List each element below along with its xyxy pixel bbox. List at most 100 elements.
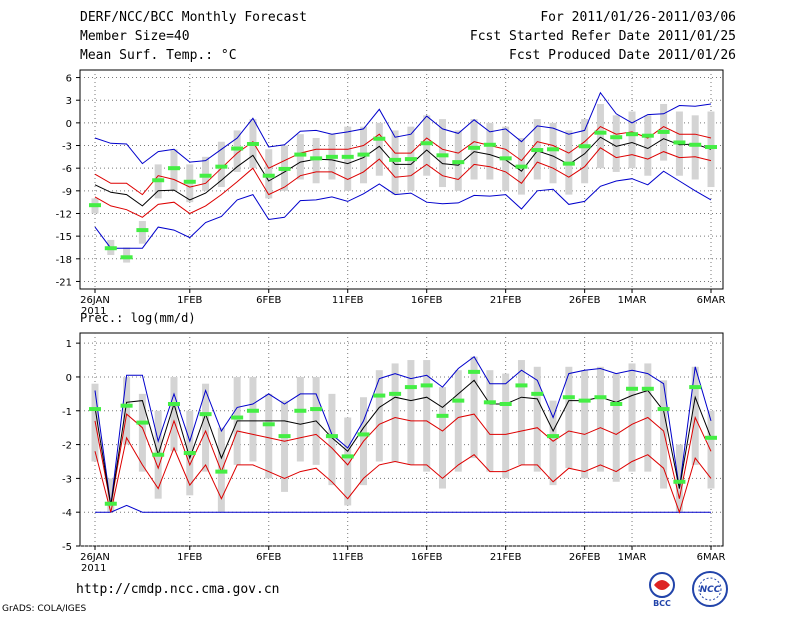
temp-median-marker (404, 157, 417, 162)
prec-xtick-label: 6FEB (256, 552, 281, 563)
prec-median-marker (673, 479, 686, 484)
prec-median-marker (594, 395, 607, 400)
temp-median-marker (152, 178, 165, 183)
prec-inner-low-line (94, 436, 712, 514)
prec-median-marker (357, 432, 370, 437)
prec-box (549, 400, 557, 486)
temp-median-marker (215, 164, 228, 169)
temp-median-marker (610, 135, 623, 140)
prec-frame (79, 332, 724, 547)
prec-median-marker (294, 408, 307, 413)
temp-median-marker (468, 145, 481, 150)
temp-median-marker (420, 141, 433, 146)
chart-title: DERF/NCC/BCC Monthly Forecast (80, 10, 307, 25)
temp-median-marker (547, 147, 560, 152)
prec-median-marker (705, 435, 717, 440)
bcc-logo-ring (649, 572, 675, 598)
temp-box (123, 247, 131, 263)
prec-box (454, 370, 462, 472)
temp-median-marker (594, 130, 607, 135)
temp-box (391, 130, 399, 195)
prec-median-marker (89, 407, 101, 412)
prec-median-marker (246, 408, 259, 413)
temp-ytick-label: -6 (62, 164, 72, 175)
temp-box (486, 122, 494, 180)
temp-xtick-label: 1MAR (618, 295, 647, 306)
temp-inner-high-line (94, 125, 712, 196)
prec-box (675, 444, 683, 513)
bcc-logo-text: BCC (653, 599, 671, 608)
source-url[interactable]: http://cmdp.ncc.cma.gov.cn (76, 582, 280, 597)
grads-credit: GrADS: COLA/IGES (2, 604, 87, 614)
prec-median-marker (262, 422, 275, 427)
temp-box (612, 115, 620, 172)
prec-median-marker (373, 393, 386, 398)
prec-mean-line (94, 379, 712, 506)
prec-median-marker (468, 369, 481, 374)
prec-median-marker (436, 413, 449, 418)
temp-median-marker (373, 136, 386, 141)
prec-box (707, 410, 715, 489)
prec-median-marker (515, 383, 528, 388)
prec-box (596, 366, 604, 472)
temp-median-marker (310, 156, 323, 161)
prec-box (202, 383, 210, 472)
prec-ytick-label: 1 (66, 339, 72, 350)
prec-median-marker (420, 383, 433, 388)
temp-median-marker (278, 166, 291, 171)
prec-median-marker (136, 420, 149, 425)
temp-xtick-year: 2011 (81, 306, 106, 317)
prec-box (249, 376, 257, 462)
prec-xtick-label: 26FEB (569, 552, 601, 563)
temp-median-marker (641, 133, 654, 138)
prec-median-marker (547, 434, 560, 439)
temp-median-marker (483, 142, 496, 147)
temp-ytick-label: 3 (66, 96, 72, 107)
ncc-logo: NCC (692, 571, 728, 607)
temp-median-marker (199, 173, 212, 178)
bcc-logo-swirl (654, 580, 670, 590)
temp-median-marker (452, 160, 465, 165)
temp-xtick-label: 26JAN (80, 295, 110, 306)
header-left: DERF/NCC/BCC Monthly Forecast Member Siz… (80, 10, 307, 67)
temp-frame (79, 69, 724, 290)
prec-median-marker (452, 398, 465, 403)
header-right: For 2011/01/26-2011/03/06 Fcst Started R… (470, 10, 736, 67)
temp-xtick-label: 16FEB (411, 295, 443, 306)
prec-median-marker (167, 402, 180, 406)
prec-xtick-label: 21FEB (490, 552, 522, 563)
prec-box (170, 376, 178, 452)
temp-box (233, 130, 241, 172)
prec-ytick-label: -3 (62, 474, 72, 485)
temp-mean-line (94, 136, 712, 207)
prec-median-marker (341, 454, 354, 459)
prec-ytick-label: 0 (66, 373, 72, 384)
prec-ytick-label: -5 (62, 542, 72, 553)
temp-median-marker (246, 142, 259, 147)
prec-box (107, 478, 115, 513)
temp-median-marker (294, 152, 307, 157)
prec-box (123, 376, 131, 445)
temp-median-marker (531, 148, 544, 153)
prec-median-marker (657, 407, 670, 412)
prec-median-marker (389, 391, 402, 396)
temp-median-marker (341, 154, 354, 159)
prec-median-marker (152, 452, 165, 457)
prec-median-marker (689, 385, 702, 390)
temp-median-marker (104, 246, 117, 251)
temp-box (596, 103, 604, 169)
temp-median-marker (389, 157, 402, 162)
temp-median-marker (89, 203, 101, 208)
prec-box (533, 366, 541, 472)
temp-median-marker (231, 146, 244, 151)
temp-ytick-label: -3 (62, 142, 72, 153)
prec-box (581, 370, 589, 479)
prec-median-marker (626, 386, 639, 391)
temp-outer-low-line (94, 170, 712, 249)
temp-median-marker (325, 154, 338, 159)
prec-box (391, 363, 399, 462)
temp-box (628, 111, 636, 169)
prec-box (296, 376, 304, 462)
temp-median-marker (120, 255, 133, 260)
